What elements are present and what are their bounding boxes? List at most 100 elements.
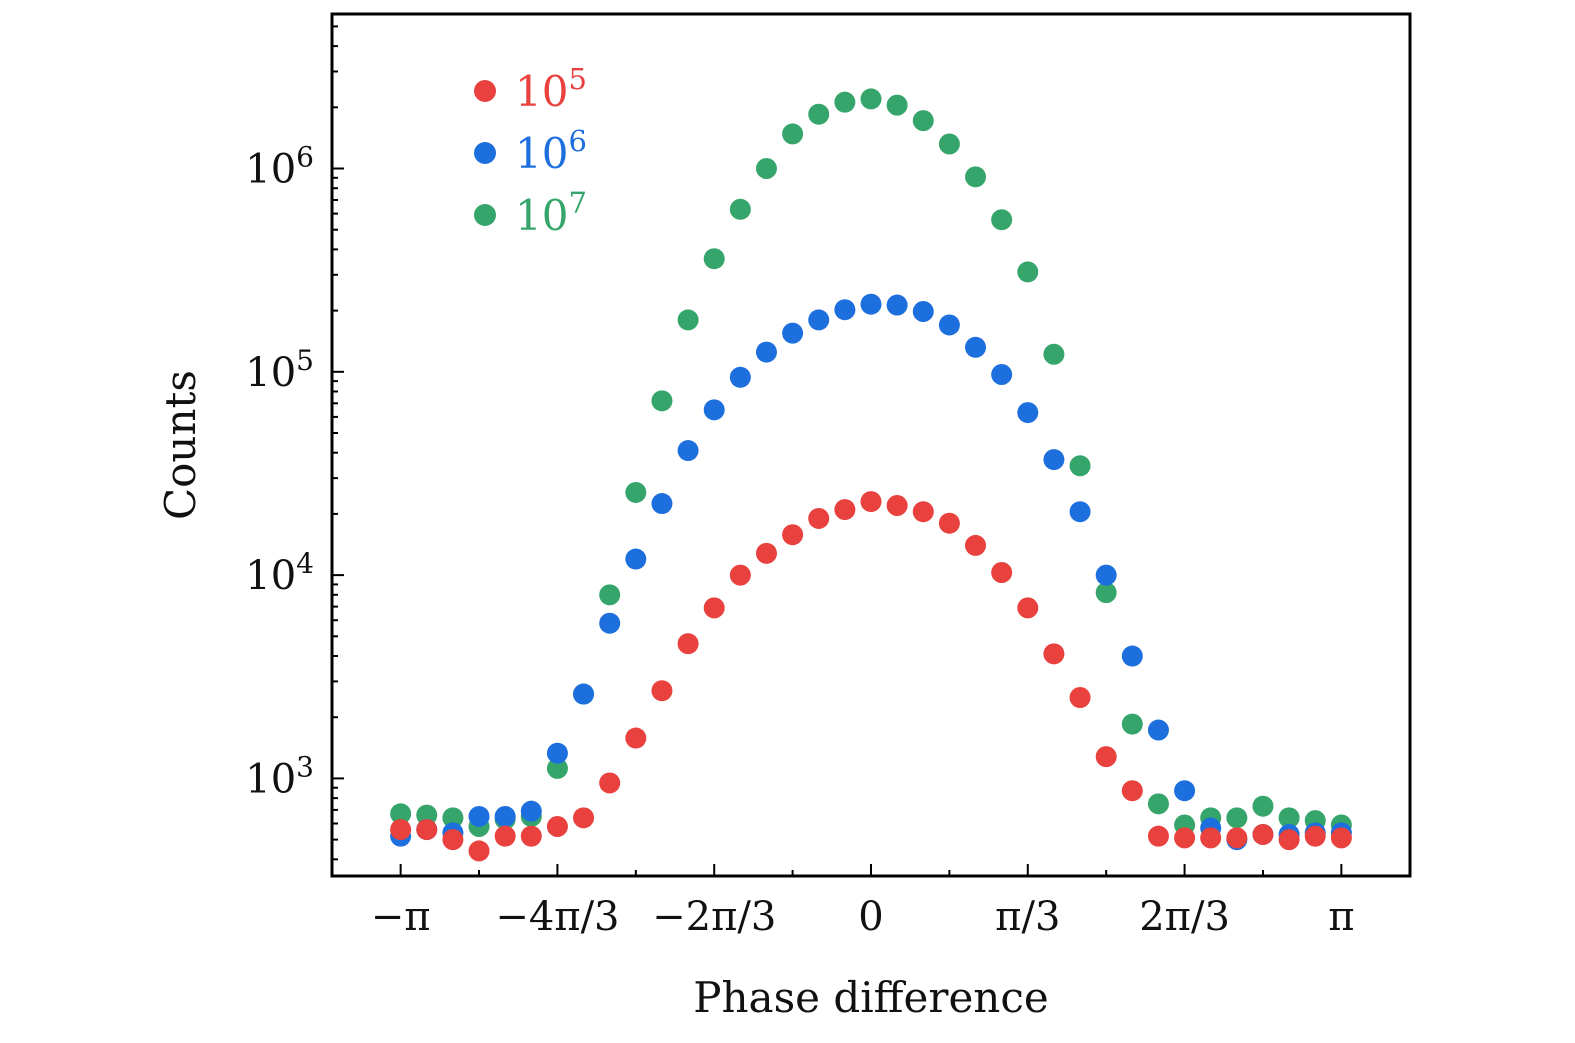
data-point	[416, 819, 438, 841]
data-point	[599, 772, 621, 794]
data-point	[1226, 827, 1248, 849]
data-point	[965, 534, 987, 556]
data-point	[1121, 780, 1143, 802]
data-point	[573, 683, 595, 705]
data-point	[494, 805, 516, 827]
data-point	[834, 91, 856, 113]
data-point	[520, 825, 542, 847]
data-point	[651, 390, 673, 412]
data-point	[938, 512, 960, 534]
data-point	[390, 803, 412, 825]
data-point	[912, 501, 934, 523]
legend-label: 106	[515, 124, 587, 178]
data-point	[860, 491, 882, 513]
data-point	[991, 364, 1013, 386]
data-point	[1095, 582, 1117, 604]
data-point	[938, 133, 960, 155]
data-point	[1017, 597, 1039, 619]
x-tick-label: π/3	[995, 894, 1060, 940]
data-point	[703, 399, 725, 421]
legend-base: 10	[515, 191, 568, 240]
data-point	[1069, 501, 1091, 523]
data-point	[520, 800, 542, 822]
data-point	[755, 158, 777, 180]
data-point	[651, 493, 673, 515]
data-point	[442, 807, 464, 829]
data-point	[1174, 827, 1196, 849]
x-tick-label: 0	[858, 894, 883, 940]
data-point	[1304, 825, 1326, 847]
data-point	[886, 94, 908, 116]
data-point	[886, 494, 908, 516]
data-point	[1121, 645, 1143, 667]
data-point	[991, 562, 1013, 584]
legend-marker	[474, 204, 496, 226]
data-point	[677, 633, 699, 655]
data-point	[1069, 687, 1091, 709]
x-axis: −π −4π/3 −2π/3 0 π/3 2π/3 π	[371, 864, 1355, 940]
legend-exponent: 5	[568, 62, 586, 96]
data-point	[860, 88, 882, 110]
plot-frame	[330, 12, 1412, 878]
y-tick-base: 10	[245, 147, 296, 193]
data-point	[729, 366, 751, 388]
data-point	[1017, 402, 1039, 424]
data-point	[468, 805, 490, 827]
legend-marker	[474, 80, 496, 102]
data-point	[1174, 780, 1196, 802]
data-point	[729, 198, 751, 220]
x-tick-label: −2π/3	[652, 894, 776, 940]
legend-base: 10	[515, 129, 568, 178]
y-tick-exponent: 3	[296, 750, 314, 783]
data-point	[546, 757, 568, 779]
data-point	[546, 816, 568, 838]
x-axis-title: Phase difference	[693, 973, 1048, 1022]
series-6	[390, 293, 1352, 851]
data-point	[494, 825, 516, 847]
data-point	[834, 499, 856, 521]
data-point	[729, 564, 751, 586]
data-point	[625, 481, 647, 503]
y-tick-label: 105	[245, 344, 314, 396]
data-point	[755, 341, 777, 363]
y-tick-exponent: 5	[296, 344, 314, 377]
data-point	[1017, 261, 1039, 283]
data-point	[1147, 719, 1169, 741]
legend-base: 10	[515, 67, 568, 116]
data-point	[703, 597, 725, 619]
data-point	[782, 524, 804, 546]
data-point	[912, 300, 934, 322]
data-point	[677, 309, 699, 331]
data-point	[1147, 825, 1169, 847]
data-point	[1252, 795, 1274, 817]
x-tick-label: −π	[371, 894, 431, 940]
data-point	[703, 248, 725, 270]
data-point	[390, 819, 412, 841]
y-tick-label: 106	[245, 141, 314, 193]
data-point	[651, 680, 673, 702]
data-point	[808, 103, 830, 125]
data-point	[1200, 827, 1222, 849]
data-point	[573, 807, 595, 829]
y-tick-exponent: 4	[296, 547, 314, 580]
data-point	[782, 322, 804, 344]
y-tick-base: 10	[245, 756, 296, 802]
data-point	[1069, 455, 1091, 477]
x-tick-label: π	[1328, 894, 1354, 940]
data-point	[991, 209, 1013, 231]
data-point	[1043, 643, 1065, 665]
data-point	[1226, 807, 1248, 829]
data-point	[677, 440, 699, 462]
data-point	[442, 829, 464, 851]
series-5	[390, 491, 1352, 862]
data-point	[1043, 449, 1065, 471]
y-tick-label: 103	[245, 750, 314, 802]
data-point	[1095, 564, 1117, 586]
data-point	[1095, 746, 1117, 768]
data-point	[1147, 793, 1169, 815]
legend-label: 105	[515, 62, 587, 116]
data-point	[1043, 343, 1065, 365]
legend-marker	[474, 142, 496, 164]
